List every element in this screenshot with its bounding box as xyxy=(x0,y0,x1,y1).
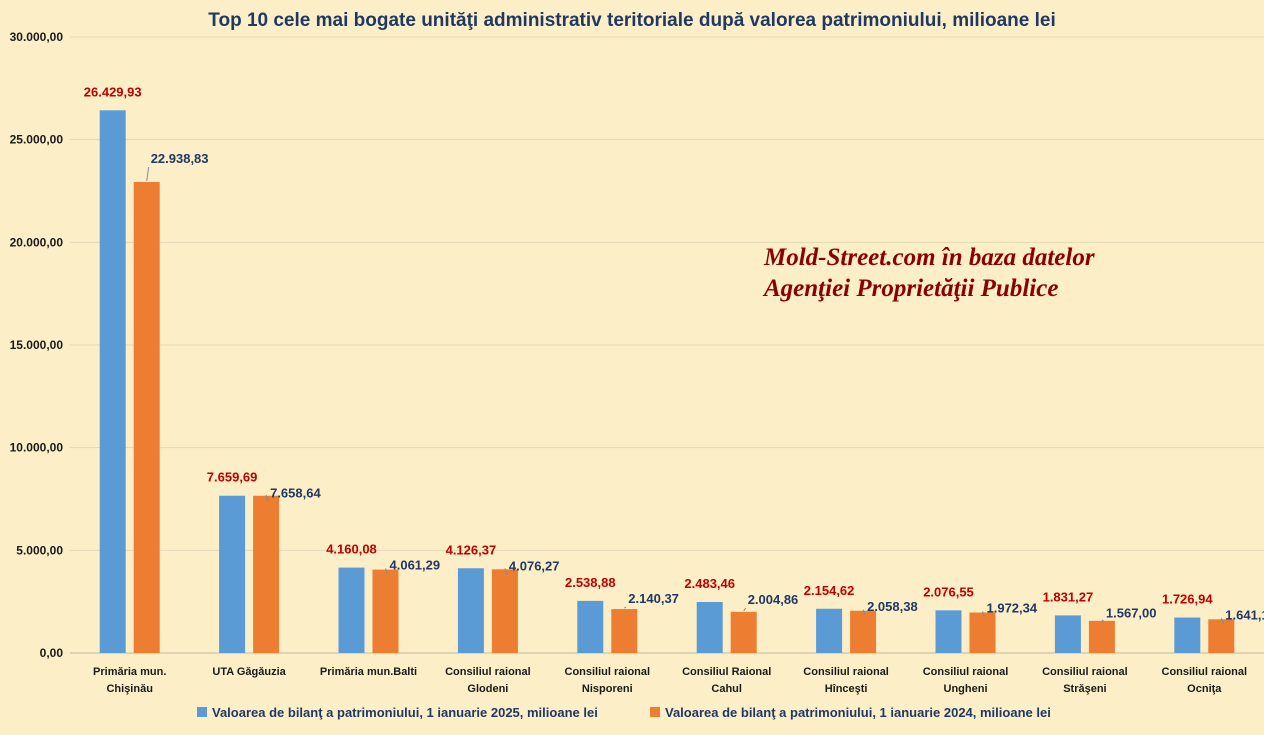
category-label: Consiliul raional xyxy=(565,666,651,678)
leader-line xyxy=(743,607,747,612)
category-label: Primăria mun.Balti xyxy=(320,666,417,678)
category-label: Consiliul raional xyxy=(1162,666,1248,678)
leader-line xyxy=(146,166,150,182)
data-label-2025: 2.483,46 xyxy=(684,576,735,591)
data-label-2025: 2.154,62 xyxy=(804,583,855,598)
leader-line xyxy=(862,609,866,615)
bar-2024 xyxy=(611,609,638,653)
category-label: Cahul xyxy=(711,683,742,695)
legend-label: Valoarea de bilanţ a patrimoniului, 1 ia… xyxy=(665,705,1051,720)
category-label: Primăria mun. xyxy=(93,666,166,678)
bar-2025 xyxy=(338,567,365,653)
category-label: Glodeni xyxy=(467,683,508,695)
data-label-2024: 4.076,27 xyxy=(509,558,560,573)
leader-line xyxy=(1220,618,1224,624)
category-label: Consiliul raional xyxy=(803,666,889,678)
bar-2024 xyxy=(730,611,757,653)
bar-2025 xyxy=(99,110,126,654)
bar-2024 xyxy=(969,612,996,653)
bar-2024 xyxy=(133,181,160,653)
category-label: Chişinău xyxy=(106,683,152,695)
chart-title: Top 10 cele mai bogate unităţi administr… xyxy=(208,10,1055,31)
category-label: Nisporeni xyxy=(582,683,633,695)
bar-2024 xyxy=(253,495,280,653)
bar-2024 xyxy=(850,610,877,653)
legend-swatch xyxy=(197,707,207,717)
legend-swatch xyxy=(650,707,660,717)
leader-line xyxy=(504,568,508,575)
data-label-2024: 1.972,34 xyxy=(987,600,1038,615)
y-axis: 0,00 5.000,00 10.000,00 15.000,00 20.000,00 2… xyxy=(10,30,64,660)
bars xyxy=(99,110,1235,654)
bar-2025 xyxy=(457,568,484,653)
category-label: Consiliul Raional xyxy=(682,666,771,678)
bar-2025 xyxy=(219,495,246,653)
leader-line xyxy=(385,568,388,574)
category-label: Consiliul raional xyxy=(923,666,1009,678)
leader-line xyxy=(1101,619,1105,622)
category-label: Străşeni xyxy=(1063,683,1106,695)
source-annotation-line-1: Mold-Street.com în baza datelor xyxy=(763,244,1095,271)
data-label-2024: 2.004,86 xyxy=(748,592,799,607)
y-tick-label: 30.000,00 xyxy=(10,30,64,44)
leader-line xyxy=(624,606,627,609)
data-labels: 26.429,93 22.938,83 7.659,69 7.658,64 4.160,… xyxy=(84,84,1264,624)
category-label: UTA Găgăuzia xyxy=(212,666,286,678)
data-label-2025: 2.076,55 xyxy=(923,584,974,599)
category-label: Consiliul raional xyxy=(1042,666,1128,678)
bar-2025 xyxy=(816,608,843,653)
y-tick-label: 5.000,00 xyxy=(16,543,63,557)
bar-2025 xyxy=(696,602,723,653)
gridlines xyxy=(70,36,1264,654)
legend-label: Valoarea de bilanţ a patrimoniului, 1 ia… xyxy=(212,705,598,720)
category-label: Consiliul raional xyxy=(445,666,531,678)
data-label-2025: 4.126,37 xyxy=(446,542,497,557)
bar-2024 xyxy=(1088,620,1115,653)
data-label-2024: 4.061,29 xyxy=(390,558,441,573)
y-tick-label: 20.000,00 xyxy=(10,235,64,249)
y-tick-label: 0,00 xyxy=(40,646,64,660)
category-label: Hînceşti xyxy=(825,683,868,695)
bar-2024 xyxy=(491,569,518,653)
data-label-2025: 2.538,88 xyxy=(565,575,616,590)
category-label: Ungheni xyxy=(944,683,988,695)
data-label-2024: 1.567,00 xyxy=(1106,605,1157,620)
bar-2024 xyxy=(1208,619,1235,653)
bar-2025 xyxy=(1174,617,1201,653)
data-label-2024: 7.658,64 xyxy=(270,486,321,501)
data-label-2025: 26.429,93 xyxy=(84,84,142,99)
leader-line xyxy=(982,611,985,617)
bar-2025 xyxy=(1054,615,1081,653)
data-label-2025: 4.160,08 xyxy=(326,542,377,557)
bar-2025 xyxy=(935,610,962,653)
data-label-2024: 1.641,17 xyxy=(1225,608,1264,623)
y-tick-label: 25.000,00 xyxy=(10,133,64,147)
bar-2024 xyxy=(372,569,399,653)
data-label-2025: 1.726,94 xyxy=(1162,592,1213,607)
x-axis: Primăria mun. Chişinău UTA Găgăuzia Primări… xyxy=(93,666,1247,695)
source-annotation-line-2: Agenţiei Proprietăţii Publice xyxy=(762,275,1058,302)
data-label-2024: 2.058,38 xyxy=(867,599,918,614)
y-tick-label: 15.000,00 xyxy=(10,338,64,352)
category-label: Ocniţa xyxy=(1187,683,1222,695)
data-label-2024: 2.140,37 xyxy=(628,591,679,606)
data-label-2025: 7.659,69 xyxy=(207,470,258,485)
y-tick-label: 10.000,00 xyxy=(10,441,64,455)
bar-2025 xyxy=(577,600,604,653)
data-label-2025: 1.831,27 xyxy=(1043,589,1094,604)
data-label-2024: 22.938,83 xyxy=(151,151,209,166)
leader-line xyxy=(265,494,269,502)
legend: Valoarea de bilanţ a patrimoniului, 1 ia… xyxy=(197,705,1051,720)
